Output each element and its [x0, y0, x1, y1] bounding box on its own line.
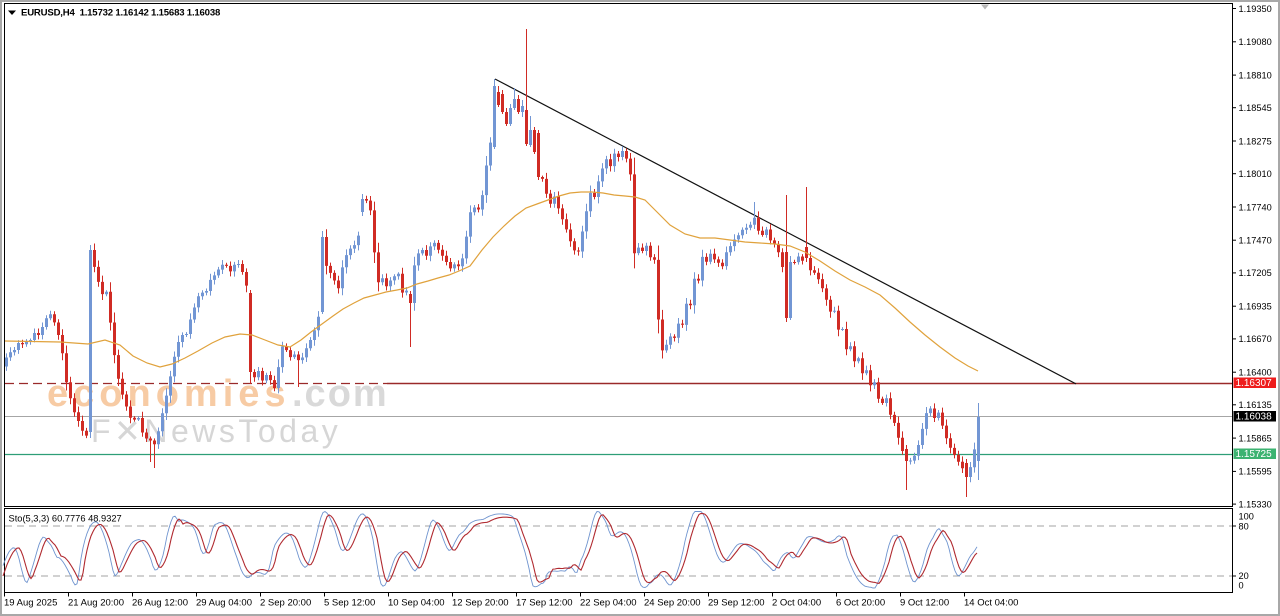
svg-text:24 Sep 20:00: 24 Sep 20:00: [644, 598, 701, 609]
svg-text:9 Oct 12:00: 9 Oct 12:00: [900, 598, 949, 609]
svg-text:1.15865: 1.15865: [1239, 433, 1272, 443]
svg-text:29 Sep 12:00: 29 Sep 12:00: [708, 598, 765, 609]
svg-text:1.17740: 1.17740: [1239, 202, 1272, 212]
svg-text:29 Aug 04:00: 29 Aug 04:00: [196, 598, 252, 609]
svg-text:1.18010: 1.18010: [1239, 169, 1272, 179]
svg-text:80: 80: [1239, 521, 1249, 531]
svg-text:1.16400: 1.16400: [1239, 368, 1272, 378]
svg-text:0: 0: [1239, 581, 1244, 591]
svg-text:2 Sep 20:00: 2 Sep 20:00: [260, 598, 311, 609]
svg-text:1.16935: 1.16935: [1239, 302, 1272, 312]
svg-text:20: 20: [1239, 571, 1249, 581]
svg-text:2 Oct 04:00: 2 Oct 04:00: [772, 598, 821, 609]
svg-text:1.19080: 1.19080: [1239, 37, 1272, 47]
svg-text:10 Sep 04:00: 10 Sep 04:00: [388, 598, 445, 609]
svg-text:1.16307: 1.16307: [1236, 378, 1273, 389]
svg-text:1.15595: 1.15595: [1239, 467, 1272, 477]
svg-text:1.17470: 1.17470: [1239, 236, 1272, 246]
svg-text:100: 100: [1239, 512, 1254, 522]
svg-text:Sto(5,3,3) 60.7776 48.9327: Sto(5,3,3) 60.7776 48.9327: [9, 514, 122, 524]
svg-text:1.16038: 1.16038: [1236, 412, 1273, 423]
svg-text:EURUSD,H4 1.15732 1.16142 1.1: EURUSD,H4 1.15732 1.16142 1.15683 1.1603…: [21, 8, 221, 19]
svg-text:22 Sep 04:00: 22 Sep 04:00: [580, 598, 637, 609]
svg-text:21 Aug 20:00: 21 Aug 20:00: [68, 598, 124, 609]
svg-text:1.15725: 1.15725: [1236, 449, 1273, 460]
svg-text:F✕NewsToday: F✕NewsToday: [91, 413, 341, 449]
svg-text:1.16670: 1.16670: [1239, 334, 1272, 344]
svg-text:6 Oct 20:00: 6 Oct 20:00: [836, 598, 885, 609]
svg-text:19 Aug 2025: 19 Aug 2025: [4, 598, 57, 609]
svg-text:1.19350: 1.19350: [1239, 4, 1272, 14]
svg-text:12 Sep 20:00: 12 Sep 20:00: [452, 598, 509, 609]
svg-text:5 Sep 12:00: 5 Sep 12:00: [324, 598, 375, 609]
svg-text:14 Oct 04:00: 14 Oct 04:00: [964, 598, 1018, 609]
svg-text:1.15330: 1.15330: [1239, 499, 1272, 509]
svg-text:1.18810: 1.18810: [1239, 70, 1272, 80]
svg-text:26 Aug 12:00: 26 Aug 12:00: [132, 598, 188, 609]
svg-text:17 Sep 12:00: 17 Sep 12:00: [516, 598, 573, 609]
svg-text:1.18545: 1.18545: [1239, 103, 1272, 113]
svg-text:1.16135: 1.16135: [1239, 400, 1272, 410]
svg-text:1.17205: 1.17205: [1239, 268, 1272, 278]
svg-text:.com: .com: [292, 373, 389, 415]
svg-text:1.18275: 1.18275: [1239, 136, 1272, 146]
